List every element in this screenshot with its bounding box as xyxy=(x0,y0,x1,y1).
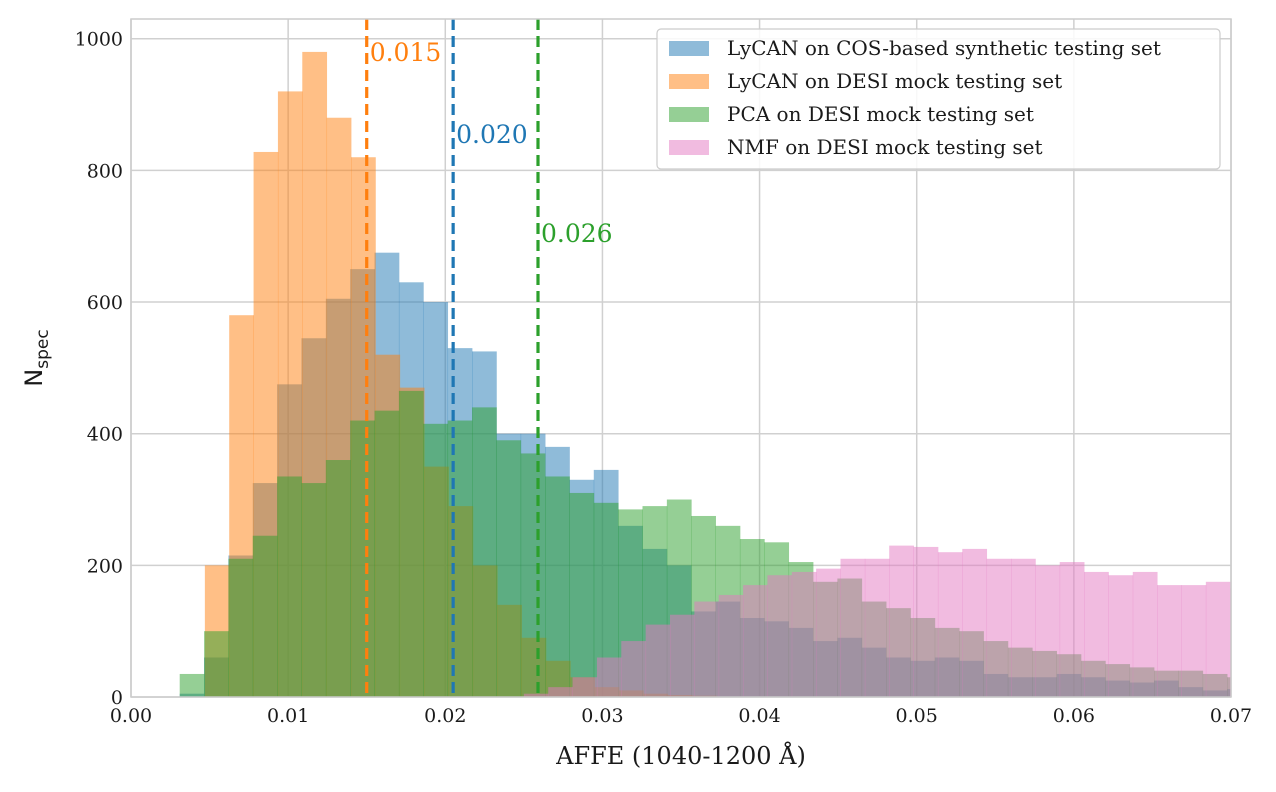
y-tick-label: 400 xyxy=(87,424,123,446)
bar xyxy=(694,601,720,697)
legend-swatch xyxy=(669,140,709,155)
bar xyxy=(472,407,497,697)
y-axis-label-subscript: spec xyxy=(33,329,53,368)
bar xyxy=(1059,562,1085,697)
bar xyxy=(277,476,302,697)
legend-label: NMF on DESI mock testing set xyxy=(727,135,1043,159)
x-tick-label: 0.04 xyxy=(738,705,780,727)
bar xyxy=(816,568,841,697)
bar xyxy=(569,492,595,697)
legend-box xyxy=(656,28,1221,170)
legend-swatch xyxy=(669,74,709,89)
bar xyxy=(889,545,914,697)
bar xyxy=(913,546,939,697)
bar xyxy=(228,558,254,697)
bar xyxy=(520,453,546,697)
bar xyxy=(645,624,671,697)
legend: LyCAN on COS-based synthetic testing set… xyxy=(656,28,1221,170)
bar xyxy=(864,558,890,697)
bar xyxy=(670,614,695,697)
bar xyxy=(398,390,424,697)
tick-labels: 0.00 0.01 0.02 0.03 0.04 0.05 0.06 0.07 0 200 400 6… xyxy=(75,29,1253,727)
bar xyxy=(179,673,205,697)
legend-label: LyCAN on COS-based synthetic testing set xyxy=(727,36,1161,60)
bar xyxy=(986,558,1012,697)
y-tick-label: 600 xyxy=(87,292,123,314)
plot-frame xyxy=(130,18,1232,698)
bar xyxy=(325,460,351,697)
bar xyxy=(791,571,817,697)
legend-swatch xyxy=(669,41,709,56)
bar xyxy=(350,420,375,697)
bar xyxy=(621,641,647,697)
x-tick-label: 0.07 xyxy=(1210,705,1252,727)
x-tick-label: 0.01 xyxy=(267,705,309,727)
x-tick-label: 0.02 xyxy=(424,705,466,727)
median-label: 0.020 xyxy=(456,120,528,149)
bar xyxy=(1108,575,1134,697)
bar xyxy=(596,657,622,697)
bar xyxy=(496,440,522,697)
legend-label: PCA on DESI mock testing set xyxy=(727,102,1034,126)
x-tick-label: 0.03 xyxy=(581,705,623,727)
bar xyxy=(840,558,866,697)
bar xyxy=(545,476,570,697)
legend-label: LyCAN on DESI mock testing set xyxy=(727,69,1062,93)
bar xyxy=(1011,558,1036,697)
y-tick-label: 0 xyxy=(111,687,123,709)
bar xyxy=(423,423,449,697)
bar xyxy=(718,594,744,697)
bar xyxy=(301,483,327,697)
median-label: 0.015 xyxy=(370,38,442,67)
y-tick-label: 1000 xyxy=(75,29,123,51)
x-tick-label: 0.05 xyxy=(896,705,938,727)
bar xyxy=(1084,571,1109,697)
bar xyxy=(1035,565,1061,697)
series-4 xyxy=(523,545,1232,697)
bar xyxy=(252,535,278,697)
bar xyxy=(1132,571,1158,697)
bar xyxy=(447,420,473,697)
y-axis-label-main: N xyxy=(20,369,48,387)
median-label: 0.026 xyxy=(541,219,613,248)
bar xyxy=(743,585,768,697)
bar xyxy=(767,575,793,697)
bar xyxy=(962,548,988,697)
bar xyxy=(572,677,598,697)
bar xyxy=(374,410,400,697)
bar xyxy=(204,631,229,697)
x-tick-label: 0.00 xyxy=(110,705,152,727)
x-axis-label: AFFE (1040-1200 Å) xyxy=(555,741,806,770)
bar xyxy=(1157,585,1182,697)
bar xyxy=(1205,581,1231,697)
histogram-bars xyxy=(179,51,1232,698)
x-tick-label: 0.06 xyxy=(1053,705,1095,727)
bar xyxy=(1181,585,1207,697)
y-tick-label: 800 xyxy=(87,160,123,182)
bar xyxy=(523,693,549,697)
legend-swatch xyxy=(669,107,709,122)
y-axis-label: Nspec xyxy=(20,329,53,386)
bar xyxy=(548,687,573,697)
median-lines: 0.015 0.020 0.026 xyxy=(365,19,613,697)
bar xyxy=(937,552,963,697)
y-tick-label: 200 xyxy=(87,555,123,577)
